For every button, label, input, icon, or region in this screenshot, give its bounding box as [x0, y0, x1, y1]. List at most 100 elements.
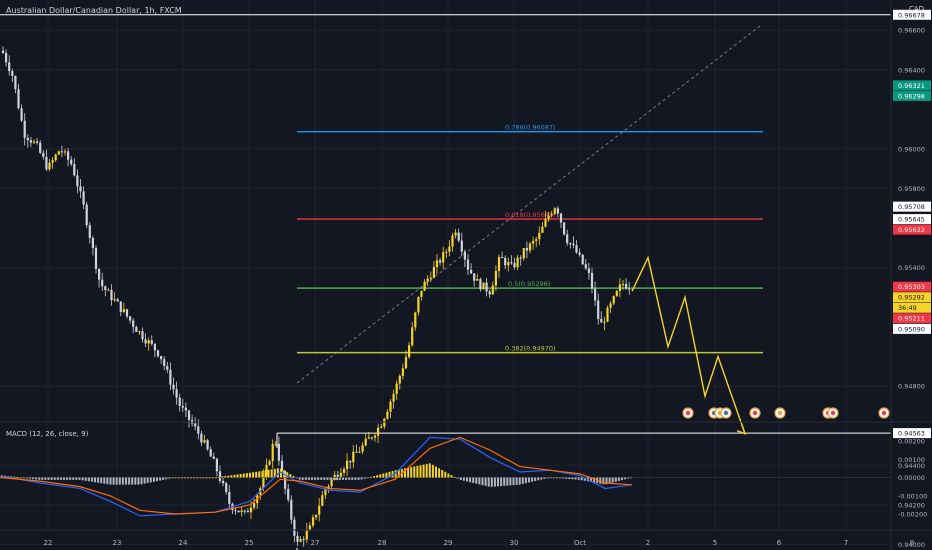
candle-body — [175, 389, 178, 398]
price-label-text: 0.95303 — [898, 283, 925, 291]
candle-body — [91, 238, 94, 248]
fib-label-0.618: 0.618(0.95645) — [505, 211, 556, 219]
candle-body — [1, 50, 5, 54]
candle-body — [194, 423, 197, 427]
macd-histogram-bar — [630, 477, 633, 479]
macd-histogram-bar — [202, 477, 205, 479]
macd-histogram-bar — [180, 477, 183, 479]
candle-body — [32, 141, 36, 143]
candle-body — [584, 264, 587, 269]
macd-histogram-bar — [137, 477, 140, 485]
candle-body — [358, 451, 361, 453]
price-axis[interactable]: 0.96600 0.96400 0.96000 0.95800 0.95400 0.948… — [898, 27, 925, 549]
macd-histogram-bar — [227, 475, 230, 478]
macd-histogram-bar — [258, 471, 261, 478]
candle-body — [17, 89, 20, 109]
macd-histogram-bar — [562, 477, 565, 479]
macd-histogram-bar — [205, 477, 208, 479]
fibonacci-levels[interactable]: 0.786(0.96087) 0.618(0.95645) 0.5(0.95296)… — [297, 124, 763, 354]
macd-tick-label: 0.00100 — [898, 456, 925, 464]
candle-body — [606, 307, 609, 322]
price-tick-label: 0.94800 — [898, 383, 925, 391]
candle-body — [200, 433, 203, 443]
candle-body — [26, 137, 29, 141]
candle-body — [491, 285, 494, 295]
macd-histogram-bar — [373, 476, 375, 478]
macd-histogram-bar — [208, 477, 211, 479]
event-marker-dot-icon — [830, 410, 836, 416]
trend-line-segment[interactable] — [296, 25, 761, 384]
macd-histogram-bar — [298, 477, 301, 480]
macd-histogram-bar — [78, 477, 81, 480]
price-label-box — [893, 214, 931, 225]
candle-body — [234, 510, 237, 512]
macd-histogram-bar — [466, 477, 468, 482]
macd-histogram-bar — [577, 477, 580, 480]
candle-body — [398, 375, 401, 384]
macd-histogram-bar — [410, 467, 413, 478]
macd-histogram-bar — [28, 477, 31, 479]
time-tick-label: 7 — [844, 539, 848, 547]
macd-histogram-bar — [159, 477, 162, 481]
macd-histogram-bar — [90, 477, 93, 482]
candle-body — [311, 517, 315, 526]
projection-line[interactable] — [631, 255, 746, 434]
candle-body — [603, 321, 606, 323]
macd-histogram-bar — [304, 477, 307, 480]
candle-body — [569, 243, 572, 245]
candle-body — [473, 273, 476, 281]
candle-body — [439, 260, 442, 263]
macd-histogram-bar — [118, 477, 121, 485]
candle-body — [525, 247, 528, 251]
candle-body — [141, 331, 144, 340]
candle-body — [625, 284, 628, 289]
candle-body — [11, 71, 14, 76]
macd-histogram-bar — [338, 477, 341, 480]
candle-body — [36, 141, 39, 143]
candle-body — [339, 472, 342, 477]
macd-histogram-bar — [255, 471, 258, 478]
macd-histogram-bar — [447, 473, 450, 478]
macd-histogram-bar — [360, 477, 363, 480]
candle-body — [57, 151, 60, 155]
macd-histogram-bar — [187, 477, 189, 479]
candle-body — [442, 252, 445, 263]
macd-histogram-bar — [534, 477, 537, 482]
candle-body — [594, 288, 597, 301]
candle-body — [420, 290, 423, 297]
projection-path[interactable] — [631, 255, 747, 435]
candle-body — [5, 53, 8, 63]
candle-body — [556, 208, 559, 214]
macd-histogram-bar — [199, 477, 202, 479]
macd-histogram-bar — [66, 477, 69, 480]
macd-histogram-bar — [270, 469, 273, 478]
currency-label[interactable]: CAD — [909, 5, 924, 13]
trend-line[interactable] — [296, 25, 761, 384]
projection-arrowhead[interactable] — [736, 424, 747, 435]
macd-histogram-bar — [422, 464, 425, 478]
event-markers[interactable] — [682, 407, 890, 419]
macd-histogram-bar — [537, 477, 540, 481]
price-label-text: 0.96298 — [898, 92, 925, 100]
price-label-box — [893, 428, 931, 439]
macd-histogram-bar — [497, 477, 499, 487]
macd-histogram-bar — [521, 477, 524, 484]
candle-body — [253, 503, 256, 508]
macd-histogram-bar — [32, 477, 34, 480]
macd-histogram-bar — [174, 477, 177, 479]
macd-histogram-bar — [218, 476, 220, 478]
time-axis[interactable]: 22 23 24 25 27 28 29 30 Oct 2 5 6 7 8 — [44, 539, 915, 547]
candle-body — [532, 240, 535, 244]
candle-body — [395, 383, 398, 394]
macd-histogram-bar — [239, 474, 242, 478]
macd-histogram-bar — [351, 477, 354, 480]
macd-histogram-bar — [404, 468, 406, 478]
macd-histogram-bar — [608, 477, 611, 484]
macd-histogram-bar — [106, 477, 109, 485]
candle-body — [621, 284, 625, 286]
horizontal-levels[interactable] — [0, 14, 891, 550]
fib-label-0.382: 0.382(0.94970) — [505, 345, 556, 353]
candle-body — [578, 252, 581, 255]
macd-histogram-bar — [599, 477, 602, 484]
